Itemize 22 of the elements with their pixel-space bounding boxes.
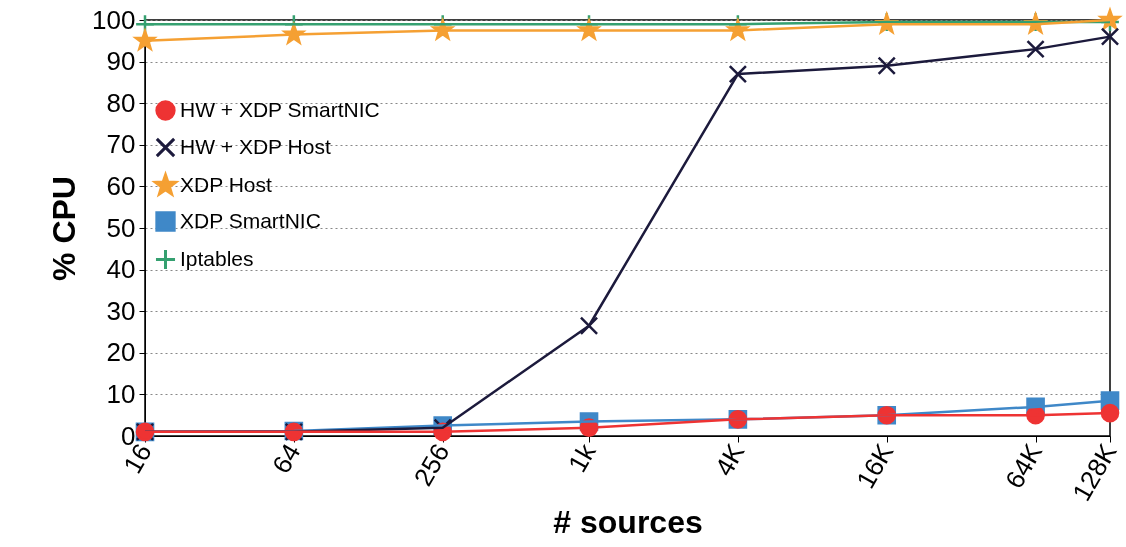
x-axis-title: # sources	[553, 503, 703, 540]
y-tick-label: 90	[106, 46, 136, 77]
x-tick-label: 4K	[708, 437, 751, 482]
legend-label: XDP Host	[180, 172, 272, 196]
y-tick-label: 20	[106, 337, 136, 368]
y-tick-label: 60	[106, 170, 136, 201]
y-tick-label: 100	[92, 4, 136, 35]
y-axis-title: % CPU	[46, 176, 83, 281]
y-tick-label: 10	[106, 378, 136, 409]
y-tick-label: 80	[106, 87, 136, 118]
y-tick-label: 50	[106, 212, 136, 243]
legend-label: HW + XDP SmartNIC	[180, 97, 380, 121]
y-tick-label: 40	[106, 254, 136, 285]
x-tick-label: 1k	[561, 437, 603, 478]
x-tick-label: 64	[266, 438, 307, 479]
x-tick-label: 256	[407, 438, 456, 492]
legend-label: Iptables	[180, 246, 254, 270]
legend-label: XDP SmartNIC	[180, 208, 321, 232]
y-tick-label: 70	[106, 129, 136, 160]
x-tick-label: 64K	[999, 437, 1049, 494]
y-tick-label: 30	[106, 295, 136, 326]
legend-label: HW + XDP Host	[180, 134, 331, 158]
